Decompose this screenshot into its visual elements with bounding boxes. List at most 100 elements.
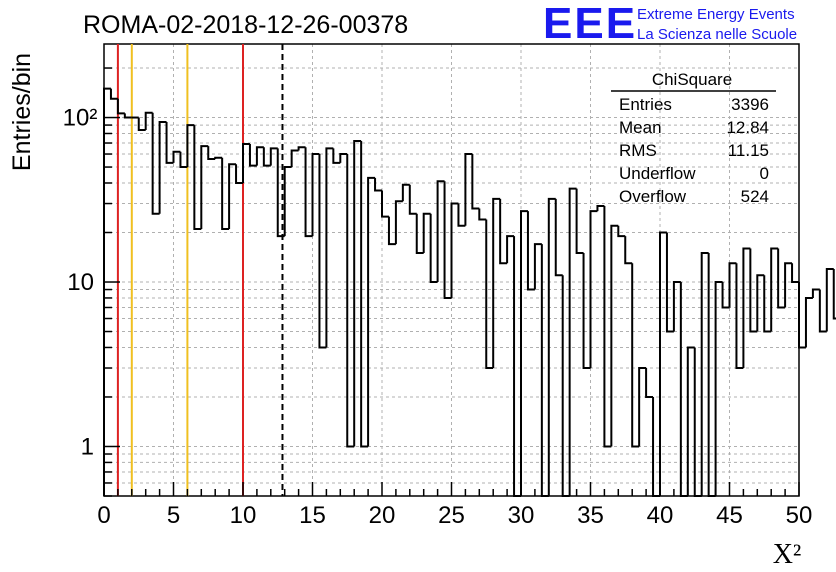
histogram-bin [513,236,521,497]
histogram-bin [540,244,549,497]
x-tick-label: 40 [647,502,674,529]
histogram-bin [297,146,306,151]
histogram-bin [770,247,779,332]
histogram-bin [311,153,320,237]
histogram-bin [707,253,716,497]
histogram-bin [735,263,744,370]
histogram-bin [408,184,417,215]
histogram-bin [116,98,125,115]
histogram-bin [144,111,153,130]
histogram-bin [457,203,466,227]
histogram-bin [804,296,813,348]
histogram-bin [478,208,487,221]
histogram-bin [339,153,348,163]
histogram-bin [193,125,202,231]
stats-label-underflow: Underflow [619,164,696,183]
histogram-bin [568,187,577,496]
axis-ticks: 0 5 10 15 20 25 30 35 40 45 50 1 10 10² [63,67,813,529]
histogram-bin [255,146,264,166]
x-tick-label: 15 [299,502,326,529]
y-tick-label: 1 [81,433,94,460]
histogram-bin [784,262,793,308]
histogram-bin [798,282,806,349]
histogram-bin [436,180,445,283]
histogram-bin [207,146,216,160]
histogram-bin [235,164,243,184]
histogram-bin [756,274,765,332]
x-tick-label: 0 [97,502,110,529]
histogram-bin [214,156,223,159]
histogram-bin [415,213,424,255]
stats-value-overflow: 524 [741,187,769,206]
histogram-bin [290,149,299,168]
histogram-bin [617,225,626,238]
histogram-series [103,87,836,497]
stats-label-rms: RMS [619,141,657,160]
histogram-bin [276,148,285,238]
x-tick-label: 25 [438,502,465,529]
eee-logo: EEE [543,0,637,48]
histogram-bin [172,150,181,163]
histogram-bin [596,204,605,212]
histogram-bin [533,243,542,290]
histogram-bin [749,248,758,333]
histogram-bin [679,282,688,497]
histogram-bin [638,367,647,447]
histogram-bin [401,183,410,202]
histogram-bin [248,144,257,167]
histogram-bin [269,147,278,166]
x-tick-label: 50 [786,502,813,529]
histogram-bin [499,198,508,265]
histogram-bin [387,216,396,246]
y-axis-label: Entries/bin [8,53,36,171]
histogram-bin [547,197,556,496]
histogram-bin [242,143,250,183]
histogram-bin [526,211,535,291]
histogram-bin [186,124,195,168]
histogram-bin [318,154,327,349]
histogram-bin [624,236,633,265]
stats-value-entries: 3396 [731,95,769,114]
histogram-bin [832,268,836,320]
stats-value-mean: 12.84 [726,118,769,137]
histogram-bin [422,212,431,254]
histogram-bin [506,235,515,264]
stats-box: ChiSquare Entries 3396 Mean 12.84 RMS 11… [611,70,776,206]
stats-title: ChiSquare [652,70,732,89]
histogram-bin [652,396,660,497]
histogram-bin [791,263,799,284]
histogram-bin [631,263,640,448]
histogram-bin [777,248,786,309]
run-title: ROMA-02-2018-12-26-00378 [83,11,408,39]
x-tick-label: 35 [577,502,604,529]
histogram-bin [367,176,376,447]
histogram-bin [464,153,473,226]
histogram-bin [346,154,355,448]
x-axis-label: X² [773,539,802,570]
histogram-bin [283,166,292,237]
histogram-bin [728,262,737,308]
stats-label-mean: Mean [619,118,662,137]
histogram-bin [665,232,674,333]
x-tick-label: 30 [508,502,535,529]
histogram-bin [645,368,654,398]
histogram-bin [158,120,167,214]
histogram-bin [429,213,438,284]
histogram-bin [582,253,591,370]
histogram-bin [450,202,459,298]
histogram-bin [137,117,146,131]
y-tick-label: 10² [63,105,98,132]
histogram-bin [374,177,382,192]
histogram-bin [659,231,667,496]
histogram-bin [200,145,209,230]
x-tick-label: 5 [167,502,180,529]
histogram-bin [693,347,702,497]
histogram-bin [700,252,709,496]
histogram-bin [179,151,188,169]
stats-value-underflow: 0 [760,164,769,183]
reference-lines [116,44,284,496]
org-line2: La Scienza nelle Scuole [637,26,797,43]
histogram-bin [353,140,362,447]
